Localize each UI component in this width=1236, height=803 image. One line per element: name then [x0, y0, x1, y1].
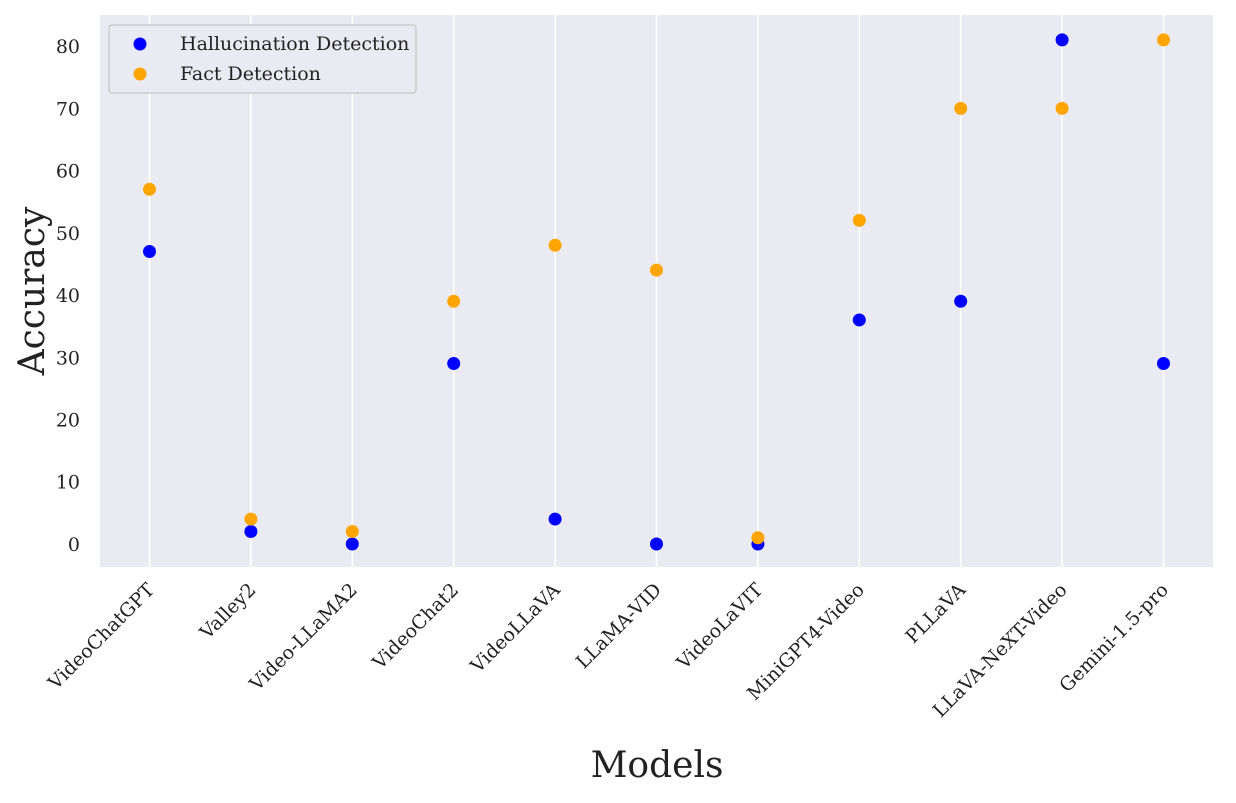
- legend-marker-hallucination: [133, 37, 147, 51]
- hallucination-detection-point: [852, 313, 866, 327]
- data-points: [143, 33, 1170, 551]
- x-tick-label: VideoLaVIT: [672, 579, 768, 675]
- fact-detection-point: [447, 294, 461, 308]
- fact-detection-point: [345, 525, 359, 539]
- x-tick-label: VideoChatGPT: [43, 579, 159, 695]
- y-axis-title: Accuracy: [12, 206, 53, 376]
- legend-marker-fact: [133, 67, 147, 81]
- hallucination-detection-point: [650, 537, 663, 551]
- y-tick-label: 50: [56, 223, 80, 245]
- y-tick-label: 80: [56, 36, 80, 58]
- hallucination-detection-point: [447, 357, 461, 371]
- y-tick-label: 10: [56, 472, 80, 494]
- x-tick-label: Gemini-1.5-pro: [1055, 579, 1173, 697]
- hallucination-detection-point: [548, 512, 562, 526]
- x-axis-title: Models: [591, 745, 724, 786]
- y-tick-label: 70: [56, 98, 80, 120]
- hallucination-detection-point: [1157, 357, 1170, 371]
- x-tick-label: LLaMA-VID: [572, 579, 666, 673]
- legend-label-hallucination: Hallucination Detection: [180, 33, 409, 55]
- legend: Hallucination Detection Fact Detection: [108, 24, 417, 94]
- fact-detection-point: [143, 182, 156, 196]
- legend-box: [108, 24, 417, 94]
- y-axis-ticks: 0 10 20 30 40 50 60 70 80: [56, 36, 80, 556]
- y-tick-label: 20: [56, 410, 80, 432]
- y-tick-label: 30: [56, 347, 80, 369]
- fact-detection-point: [1055, 101, 1069, 115]
- y-tick-label: 60: [56, 161, 80, 183]
- legend-label-fact: Fact Detection: [180, 63, 321, 85]
- hallucination-detection-point: [244, 525, 258, 539]
- x-tick-label: VideoLLaVA: [466, 579, 565, 678]
- x-tick-label: Video-LLaMA2: [245, 579, 362, 696]
- x-tick-label: PLLaVA: [901, 579, 970, 648]
- fact-detection-point: [954, 101, 968, 115]
- hallucination-detection-point: [345, 537, 359, 551]
- fact-detection-point: [852, 213, 866, 227]
- hallucination-detection-point: [143, 244, 156, 258]
- fact-detection-point: [548, 238, 562, 252]
- fact-detection-point: [751, 531, 765, 545]
- hallucination-detection-point: [954, 294, 968, 308]
- x-tick-label: VideoChat2: [368, 579, 464, 675]
- x-tick-label: Valley2: [195, 579, 260, 644]
- fact-detection-point: [244, 512, 258, 526]
- y-tick-label: 0: [68, 534, 80, 556]
- y-tick-label: 40: [56, 285, 80, 307]
- hallucination-detection-point: [1055, 33, 1069, 47]
- fact-detection-point: [1157, 33, 1170, 47]
- fact-detection-point: [650, 263, 663, 277]
